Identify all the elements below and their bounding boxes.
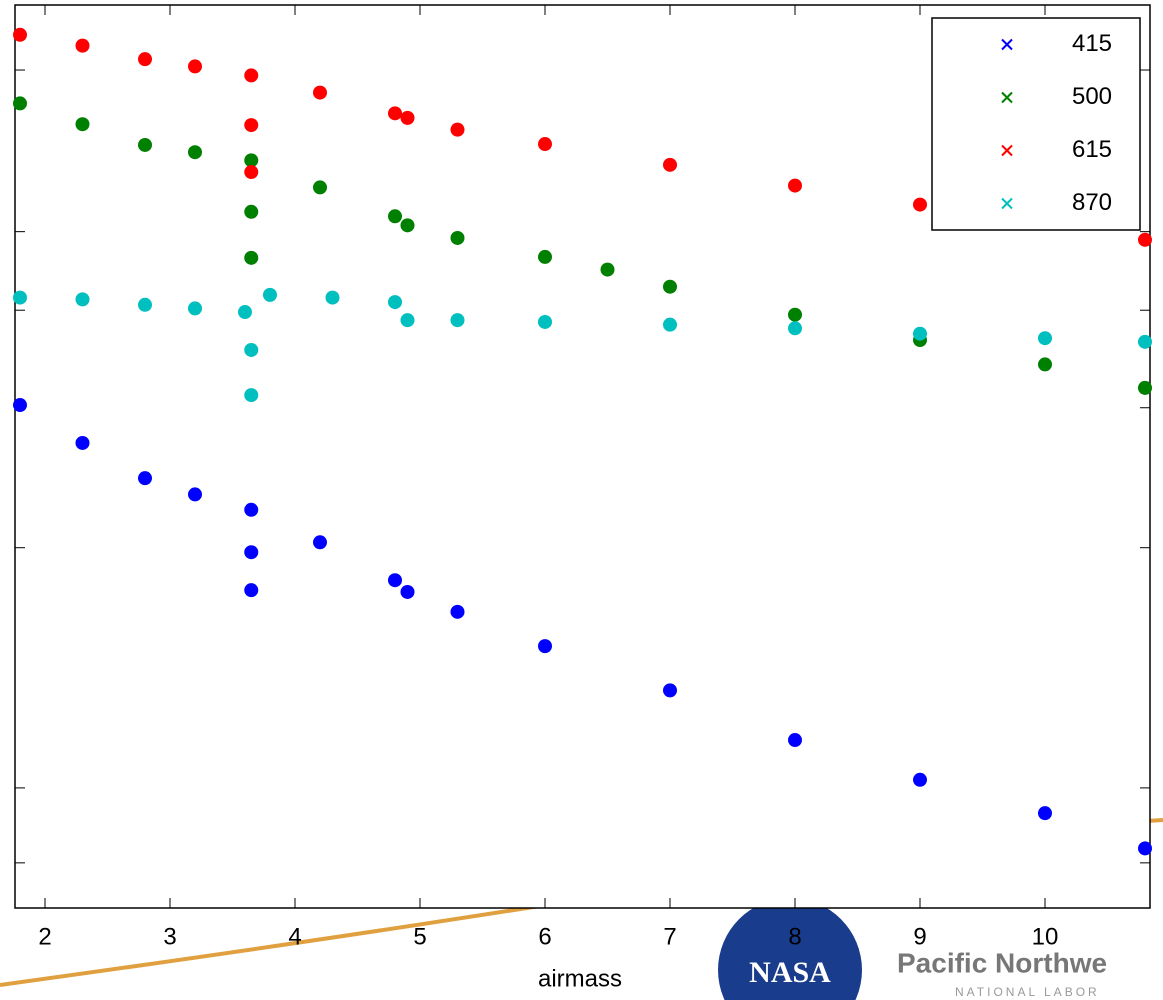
data-point	[75, 38, 90, 53]
data-point	[244, 583, 259, 598]
x-axis-label: airmass	[538, 965, 622, 992]
data-point	[244, 204, 259, 219]
data-point	[188, 145, 202, 160]
x-tick-label: 10	[1032, 923, 1059, 950]
data-point	[313, 535, 327, 550]
data-point	[400, 218, 415, 233]
data-point	[244, 502, 259, 517]
data-point	[450, 604, 465, 619]
data-point	[913, 326, 927, 341]
data-point	[788, 733, 802, 748]
data-point	[244, 342, 259, 357]
data-point	[313, 180, 327, 195]
data-point	[75, 117, 90, 132]
x-tick-label: 6	[538, 923, 551, 950]
data-point	[244, 68, 259, 83]
data-point	[1038, 331, 1052, 346]
data-point	[75, 292, 90, 307]
data-point	[538, 137, 552, 152]
data-point	[788, 307, 802, 322]
data-point	[538, 249, 552, 264]
data-point	[663, 157, 677, 172]
data-point	[388, 106, 402, 121]
data-point	[388, 209, 402, 224]
data-point	[13, 398, 27, 413]
data-point	[138, 52, 152, 67]
data-point	[1038, 357, 1052, 372]
data-point	[400, 584, 415, 599]
data-point	[244, 545, 259, 560]
nasa-logo-text: NASA	[749, 956, 831, 989]
x-tick-label: 3	[163, 923, 176, 950]
data-point	[538, 639, 552, 654]
data-point	[244, 153, 259, 168]
x-tick-label: 7	[663, 923, 676, 950]
legend-box	[931, 17, 1141, 231]
data-point	[244, 250, 259, 265]
data-point	[1138, 232, 1152, 247]
legend-label: 615	[1072, 136, 1112, 163]
data-point	[238, 305, 252, 320]
x-tick-label: 8	[788, 923, 801, 950]
x-tick-label: 5	[413, 923, 426, 950]
data-point	[450, 230, 465, 245]
x-tick-label: 4	[288, 923, 301, 950]
data-point	[663, 279, 677, 294]
data-point	[913, 772, 927, 787]
legend-label: 500	[1072, 83, 1112, 110]
data-point	[788, 321, 802, 336]
data-point	[188, 59, 202, 74]
data-point	[75, 435, 90, 450]
data-point	[788, 178, 802, 193]
data-point	[13, 27, 27, 42]
legend-marker	[1001, 38, 1013, 51]
data-point	[400, 313, 415, 328]
data-point	[1138, 841, 1152, 856]
data-point	[13, 96, 27, 111]
data-point	[663, 683, 677, 698]
data-point	[388, 295, 402, 310]
legend-label: 870	[1072, 189, 1112, 216]
data-point	[325, 290, 340, 305]
pnnl-logo-subtext: NATIONAL LABOR	[955, 985, 1100, 999]
pnnl-logo-text: Pacific Northwe	[897, 947, 1107, 978]
data-point	[244, 388, 259, 403]
data-point	[600, 262, 615, 277]
legend-label: 415	[1072, 30, 1112, 57]
data-point	[244, 165, 259, 180]
data-point	[400, 110, 415, 125]
data-point	[313, 85, 327, 100]
data-point	[138, 471, 152, 486]
data-point	[450, 122, 465, 137]
data-point	[538, 314, 552, 329]
data-point	[388, 573, 402, 588]
data-point	[663, 317, 677, 332]
data-point	[913, 197, 927, 212]
data-point	[1138, 380, 1152, 395]
data-point	[450, 313, 465, 328]
x-tick-label: 9	[913, 923, 926, 950]
nasa-logo	[718, 898, 862, 1000]
x-tick-label: 2	[38, 923, 51, 950]
legend-marker	[1001, 91, 1013, 104]
data-point	[244, 118, 259, 133]
data-point	[1138, 334, 1152, 349]
data-point	[138, 297, 152, 312]
data-point	[188, 301, 202, 316]
data-point	[1038, 806, 1052, 821]
legend-marker	[1001, 197, 1013, 210]
data-point	[263, 287, 277, 302]
data-point	[13, 290, 27, 305]
data-point	[188, 487, 202, 502]
data-point	[138, 137, 152, 152]
legend-marker	[1001, 144, 1013, 157]
